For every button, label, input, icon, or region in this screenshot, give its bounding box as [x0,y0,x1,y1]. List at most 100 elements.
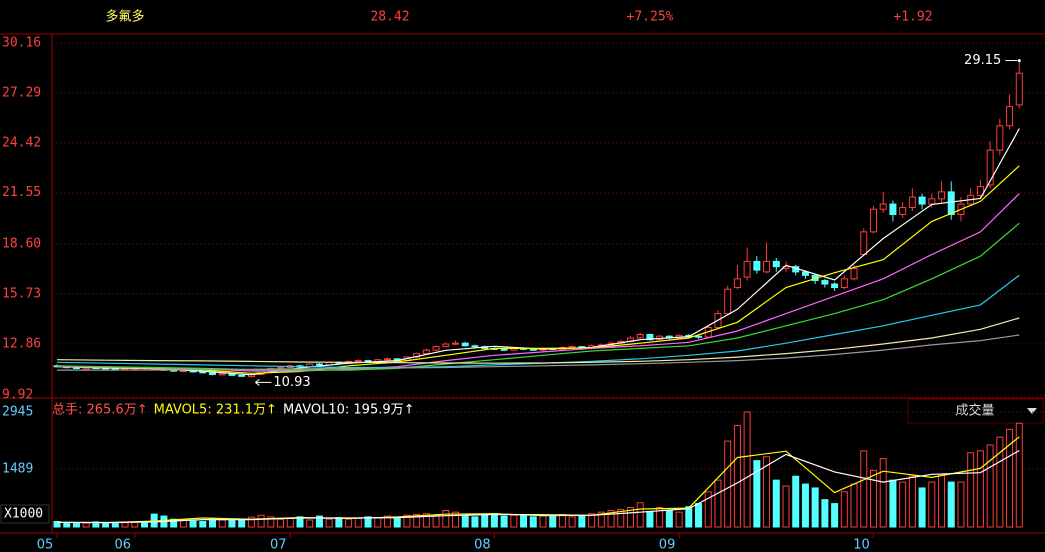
volume-bar [558,514,566,528]
volume-bar [238,519,246,528]
y-tick-label: 18.60 [2,237,41,252]
volume-bar [529,516,537,528]
last-price: 28.42 [370,10,409,25]
volume-bar [918,487,926,528]
dropdown-label[interactable]: 成交量 [955,403,994,419]
x-tick-label: 10 [853,538,870,552]
candle-body [733,278,741,289]
candle-body [763,260,771,273]
volume-bar [928,481,936,528]
change-percent: +7.25% [627,10,674,25]
candle-body [986,149,994,186]
volume-bar [403,514,411,528]
volume-bar [228,518,236,528]
vol-unit: X1000 [4,507,43,522]
volume-bar [879,458,887,528]
volume-bar [947,481,955,528]
ma-line [56,222,1020,371]
candle-body [938,191,946,200]
unit-box [0,504,50,524]
volume-bar [471,516,479,528]
volume-bar [364,516,372,528]
ma-line [57,334,1020,371]
volume-bar [393,516,401,528]
volume-bar [461,514,469,528]
candle-body [743,260,751,278]
volume-bar [189,520,197,528]
low-label: 10.93 [273,375,310,390]
volume-bar [763,456,771,528]
volume-bar [792,475,800,528]
candle-body [354,360,362,363]
volume-bar [811,487,819,528]
high-label: 29.15 [964,53,1001,68]
candle-body [432,346,440,351]
candle-body [869,208,877,233]
volume-bar [452,511,460,528]
volume-bar [617,508,625,528]
volume-bar [549,514,557,528]
volume-bar [831,503,839,528]
volume-bar [938,473,946,528]
volume-bar [53,521,61,528]
volume-bar [413,514,421,528]
ma-line [56,165,1020,374]
candle-body [218,373,226,376]
volume-bar [714,479,722,528]
candle-body [831,283,839,289]
y-tick-label: 9.92 [2,388,33,403]
volume-bar [860,450,868,528]
volume-bar [315,515,323,528]
x-tick-label: 07 [270,538,287,552]
candle-body [209,372,217,375]
high-dot [1017,59,1021,63]
candle-body [1006,106,1014,127]
volume-bar [247,516,255,528]
volume-bar [685,506,693,528]
candle-body [422,349,430,355]
volume-bar [646,510,654,528]
candle-body [277,367,285,370]
candle-body [889,203,897,215]
change-amount: +1.92 [893,10,932,25]
volume-bar [889,479,897,528]
volume-bar [277,518,285,528]
dropdown-box[interactable] [907,398,1044,424]
dropdown-arrow[interactable] [1027,408,1037,414]
candle-body [908,196,916,209]
candle-body [996,125,1004,151]
volume-bar [374,517,382,528]
volume-bar [170,518,178,528]
volume-bar [724,440,732,528]
ma-line [56,274,1020,369]
indicator-dropdown[interactable]: 成交量 [907,398,1044,424]
candle-body [471,345,479,348]
volume-bar [510,514,518,528]
volume-bar [121,522,129,528]
candle-body [879,203,887,210]
volume-bar [82,522,90,528]
candle-body [636,333,644,339]
volume-bar [996,436,1004,528]
candle-body [801,271,809,276]
ma-line [56,317,1020,364]
volume-bar [850,483,858,528]
vol-legend: MAVOL10: 195.9万↑ [283,403,415,418]
volume-bar [675,511,683,528]
volume-bar [665,510,673,528]
volume-bar [607,510,615,528]
x-tick-label: 09 [659,538,676,552]
candle-body [695,335,703,338]
vol-legend: MAVOL5: 231.1万↑ [154,403,277,418]
volume-bar [772,479,780,528]
stock-name: 多氟多 [105,9,144,25]
candle-body [461,342,469,347]
volume-bar [442,510,450,528]
volume-bar [782,485,790,528]
candle-body [753,260,761,271]
volume-bar [695,503,703,528]
volume-bar [733,424,741,528]
volume-bar [578,514,586,528]
volume-bar [520,514,528,528]
